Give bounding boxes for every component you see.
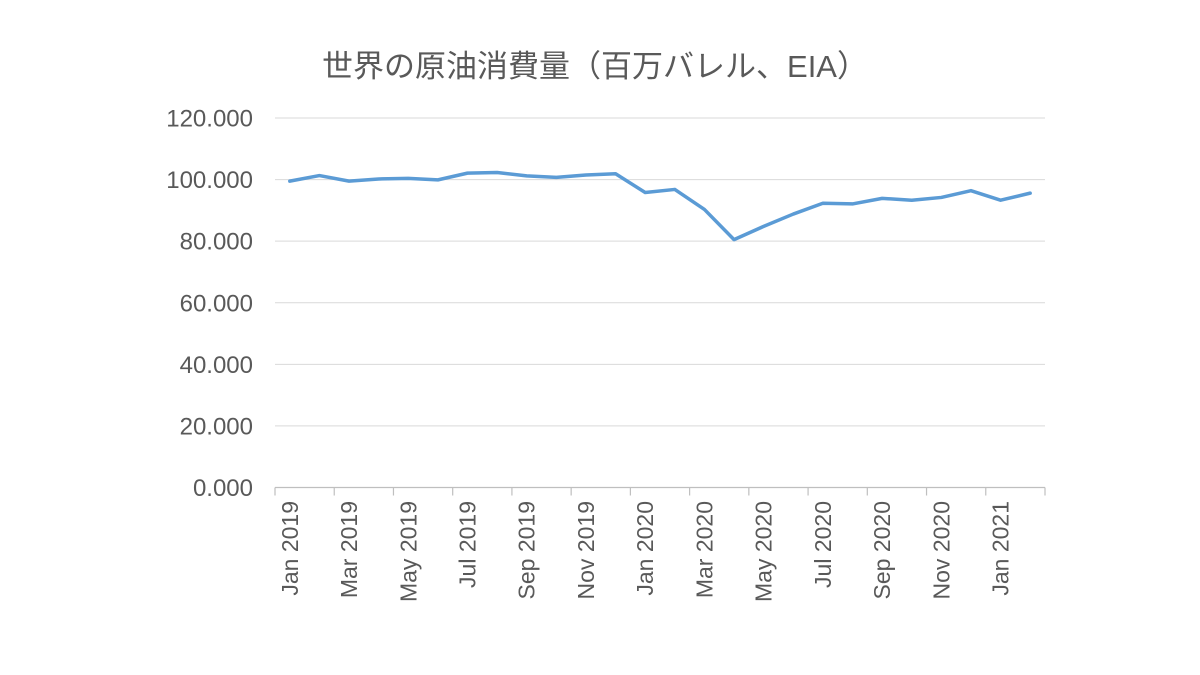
x-axis-label: May 2020: [751, 501, 777, 602]
data-series-line: [288, 170, 1032, 242]
x-axis-label: May 2019: [395, 501, 421, 602]
y-axis-label: 100.000: [166, 167, 253, 194]
x-axis-label: Jan 2019: [277, 501, 303, 596]
x-axis-label: Jul 2020: [810, 501, 836, 588]
y-axis-label: 0.000: [193, 475, 253, 502]
x-axis-label: Nov 2020: [928, 501, 954, 599]
x-axis-label: Sep 2019: [514, 501, 540, 599]
chart-title: 世界の原油消費量（百万バレル、EIA）: [322, 49, 868, 84]
x-axis-label: Nov 2019: [573, 501, 599, 599]
x-axis-label: Jan 2021: [988, 501, 1014, 596]
y-axis-label: 80.000: [180, 229, 253, 256]
x-axis-label: Sep 2020: [869, 501, 895, 599]
y-axis-label: 120.000: [166, 106, 253, 133]
y-axis-label: 20.000: [180, 413, 253, 440]
x-axis-label: Mar 2019: [336, 501, 362, 598]
x-axis-label: Mar 2020: [691, 501, 717, 598]
y-axis-label: 60.000: [180, 290, 253, 317]
x-axis-label: Jan 2020: [632, 501, 658, 596]
x-axis-label: Jul 2019: [455, 501, 481, 588]
y-axis-label: 40.000: [180, 352, 253, 379]
